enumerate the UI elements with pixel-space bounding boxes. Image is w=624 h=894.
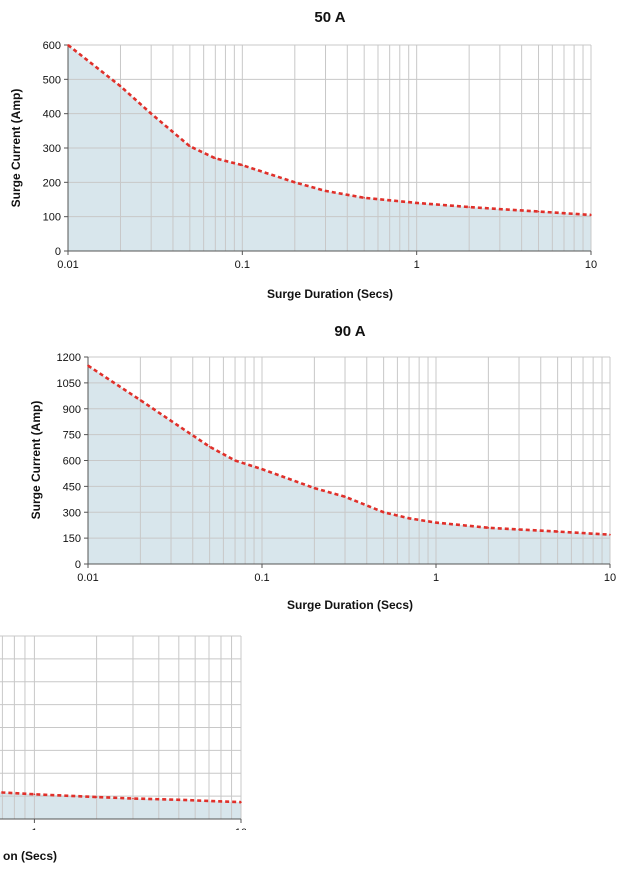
chart-1: 0 100 200 300 400 500 600 0.01 0.1 1 10 50 A Surge D… bbox=[9, 9, 597, 301]
data-point bbox=[240, 801, 242, 803]
data-point bbox=[363, 196, 365, 199]
data-point bbox=[487, 526, 490, 529]
x-tick-label: 1 bbox=[433, 572, 439, 584]
data-point bbox=[294, 181, 296, 184]
x-tick-label: 10 bbox=[235, 827, 247, 839]
y-tick-label: 450 bbox=[63, 481, 81, 493]
y-tick-label: 600 bbox=[43, 40, 61, 52]
data-point bbox=[178, 798, 180, 801]
data-point bbox=[170, 420, 172, 422]
data-point bbox=[313, 487, 316, 489]
data-point bbox=[344, 495, 346, 498]
chart-3: 1 10 on (Secs) bbox=[0, 635, 247, 863]
chart-2: 0 150 300 450 600 750 900 1050 1200 0.01 0.1 1 10 90 … bbox=[29, 323, 616, 612]
y-axis-label: Surge Current (Amp) bbox=[29, 401, 43, 520]
y-tick-label: 400 bbox=[43, 109, 61, 121]
data-point bbox=[590, 214, 592, 216]
x-tick-label: 10 bbox=[604, 572, 616, 584]
data-point bbox=[556, 530, 559, 533]
x-tick-label: 10 bbox=[585, 259, 597, 271]
data-point bbox=[132, 797, 134, 800]
data-point bbox=[415, 202, 418, 204]
data-point bbox=[499, 208, 501, 210]
area-fill bbox=[88, 365, 610, 564]
chart-title: 50 A bbox=[314, 9, 345, 26]
data-point bbox=[1, 791, 4, 794]
data-point bbox=[189, 145, 191, 148]
data-point bbox=[609, 533, 611, 536]
y-tick-label: 600 bbox=[63, 456, 81, 468]
data-point bbox=[119, 85, 122, 87]
x-tick-label: 0.01 bbox=[77, 572, 98, 584]
data-point bbox=[95, 796, 98, 798]
data-point bbox=[468, 206, 470, 208]
y-tick-label: 100 bbox=[43, 212, 61, 224]
data-point bbox=[241, 164, 244, 166]
x-axis-label: on (Secs) bbox=[3, 849, 57, 863]
y-tick-label: 750 bbox=[63, 430, 81, 442]
data-point bbox=[67, 44, 69, 46]
y-tick-label: 1200 bbox=[57, 352, 81, 364]
y-tick-label: 0 bbox=[75, 559, 81, 571]
y-tick-label: 300 bbox=[43, 143, 61, 155]
data-point bbox=[408, 517, 410, 520]
data-point bbox=[87, 364, 89, 367]
area-fill bbox=[68, 45, 591, 251]
x-tick-label: 1 bbox=[414, 259, 420, 271]
data-point bbox=[537, 210, 540, 213]
data-point bbox=[435, 521, 437, 524]
data-point bbox=[234, 459, 236, 462]
x-tick-label: 0.1 bbox=[235, 259, 250, 271]
data-point bbox=[139, 399, 142, 401]
x-axis-label: Surge Duration (Secs) bbox=[287, 598, 413, 612]
data-point bbox=[208, 445, 211, 448]
data-point bbox=[324, 190, 327, 192]
data-point bbox=[518, 528, 520, 531]
data-point bbox=[33, 793, 36, 796]
data-point bbox=[150, 112, 152, 115]
data-point bbox=[261, 468, 263, 470]
y-tick-label: 150 bbox=[63, 533, 81, 545]
y-tick-label: 1050 bbox=[57, 378, 81, 390]
x-tick-label: 0.01 bbox=[57, 259, 78, 271]
x-axis-label: Surge Duration (Secs) bbox=[267, 287, 393, 301]
x-tick-label: 1 bbox=[31, 827, 37, 839]
data-point bbox=[214, 157, 217, 160]
y-tick-label: 300 bbox=[63, 507, 81, 519]
y-tick-label: 500 bbox=[43, 74, 61, 86]
series-curve bbox=[0, 790, 242, 804]
x-tick-label: 0.1 bbox=[254, 572, 269, 584]
y-axis-label: Surge Current (Amp) bbox=[9, 89, 23, 208]
data-point bbox=[382, 511, 385, 514]
area-fill bbox=[0, 792, 241, 819]
chart-title: 90 A bbox=[334, 323, 365, 340]
y-tick-label: 900 bbox=[63, 404, 81, 416]
series-curve bbox=[67, 43, 592, 217]
y-tick-label: 0 bbox=[55, 246, 61, 258]
y-tick-label: 200 bbox=[43, 177, 61, 189]
